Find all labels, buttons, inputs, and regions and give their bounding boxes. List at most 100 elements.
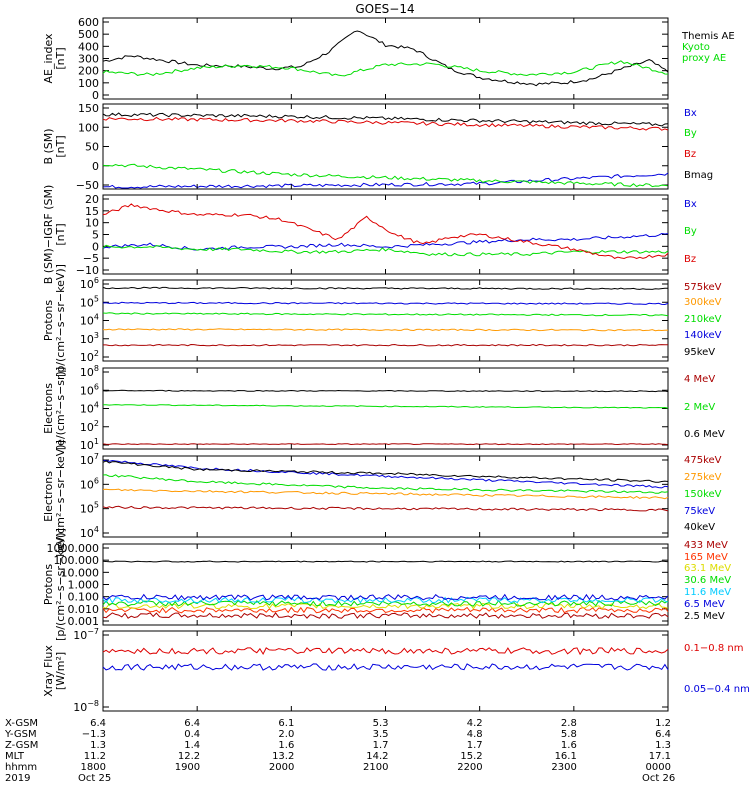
y-axis-label: [e/(cm²−s−sr)] <box>54 367 67 450</box>
panel-5: 108 106 104 102 101 Electrons [e/(cm²−s−sr)] 4 … <box>42 364 725 452</box>
y-axis-label: [nT] <box>54 47 67 69</box>
series-line <box>103 343 668 347</box>
panel-frame <box>102 630 669 712</box>
series-line <box>102 599 669 607</box>
y-tick-label: 100 <box>78 121 99 134</box>
ephemeris-row-label: MLT <box>5 751 25 762</box>
legend-label: Bmag <box>684 170 713 181</box>
y-tick-label: 107 <box>80 452 99 467</box>
legend-label: 40keV <box>684 522 715 533</box>
legend-label: Kyoto <box>682 42 710 53</box>
ephemeris-value: 3.5 <box>373 729 389 740</box>
y-tick-label: 150 <box>78 102 99 115</box>
plot-title: GOES−14 <box>355 2 414 16</box>
legend-label: 0.6 MeV <box>684 429 725 440</box>
legend-label: 6.5 MeV <box>684 599 725 610</box>
ephemeris-value: 2000 <box>269 762 294 773</box>
y-tick-label: 50 <box>85 141 99 154</box>
legend-label: Bx <box>684 199 697 210</box>
y-axis-label: [nT] <box>54 135 67 157</box>
y-tick-label: 101 <box>80 437 99 452</box>
series-line <box>102 602 669 610</box>
ephemeris-row-label: Y-GSM <box>4 729 37 740</box>
ephemeris-value: 2.0 <box>278 729 294 740</box>
ephemeris-value: 6.1 <box>278 718 294 729</box>
series-line <box>102 505 669 512</box>
y-axis-label: [p/(cm²−s−sr−keV)] <box>54 528 67 641</box>
series-line <box>102 593 669 601</box>
series-line <box>102 560 669 563</box>
ephemeris-value: 1.2 <box>655 718 671 729</box>
y-tick-label: 20 <box>85 193 99 206</box>
y-axis-label: [e/(cm²−s−sr−keV)] <box>54 440 67 553</box>
date-label: Oct 25 <box>78 773 111 784</box>
series-line <box>102 312 669 317</box>
legend-label: 210keV <box>684 314 722 325</box>
y-tick-label: 106 <box>80 382 99 397</box>
legend-label: 165 MeV <box>684 552 728 563</box>
legend-label: 140keV <box>684 330 722 341</box>
ephemeris-value: 0000 <box>646 762 671 773</box>
y-tick-label: 0 <box>92 89 99 102</box>
y-tick-label: −50 <box>76 179 99 192</box>
legend-label: 0.1−0.8 nm <box>684 643 743 654</box>
series-line <box>102 301 669 306</box>
y-tick-label: 0.100 <box>68 591 100 604</box>
ephemeris-value: 6.4 <box>90 718 106 729</box>
ephemeris-row-label: hhmm <box>5 762 37 773</box>
series-line <box>102 286 668 290</box>
legend-label: 433 MeV <box>684 540 728 551</box>
panel-frame <box>102 194 669 275</box>
y-tick-label: 5 <box>92 229 99 242</box>
ephemeris-value: 17.1 <box>649 751 671 762</box>
ephemeris-value: 15.2 <box>460 751 482 762</box>
y-tick-label: 500 <box>78 28 99 41</box>
ephemeris-value: 1.7 <box>373 740 389 751</box>
legend-label: By <box>684 226 697 237</box>
series-line <box>102 328 669 332</box>
legend-label: 300keV <box>684 297 722 308</box>
panel-7: 1000.000100.00010.0001.0000.1000.0100.00… <box>42 528 731 641</box>
ephemeris-value: 6.4 <box>655 729 671 740</box>
ephemeris-value: 5.8 <box>561 729 577 740</box>
ephemeris-value: 1.6 <box>278 740 294 751</box>
ephemeris-value: 2.8 <box>561 718 577 729</box>
y-tick-label: 10 <box>85 217 99 230</box>
legend-label: 0.05−0.4 nm <box>684 684 750 695</box>
y-tick-label: 1000.000 <box>47 542 100 555</box>
series-line <box>102 596 669 604</box>
y-tick-label: 10−8 <box>73 699 99 714</box>
legend-label: 4 MeV <box>684 374 715 385</box>
series-line <box>102 232 669 251</box>
panel-4: 106 105 104 103 102 Protons [p/(cm²−s−sr−keV)]… <box>42 264 722 377</box>
y-tick-label: 0 <box>92 240 99 253</box>
legend-label: 95keV <box>684 347 715 358</box>
y-tick-label: 0.010 <box>68 603 100 616</box>
y-axis-label: [W/m²] <box>54 652 67 690</box>
ephemeris-value: 4.2 <box>467 718 483 729</box>
y-tick-label: 15 <box>85 205 99 218</box>
y-axis-label: Protons <box>42 564 55 605</box>
series-line <box>102 244 669 257</box>
date-label: Oct 26 <box>642 773 675 784</box>
panel-frame <box>102 17 669 100</box>
y-tick-label: 104 <box>80 401 99 416</box>
y-axis-label: AE_index <box>42 33 55 84</box>
series-line <box>102 116 669 131</box>
y-axis-label: Protons <box>42 300 55 341</box>
y-tick-label: 0.001 <box>68 615 100 628</box>
y-tick-label: 103 <box>80 331 99 346</box>
y-axis-label: Xray Flux <box>42 645 55 697</box>
ephemeris-row-label: Z-GSM <box>5 740 38 751</box>
ephemeris-value: 2300 <box>551 762 576 773</box>
ephemeris-value: 1.3 <box>90 740 106 751</box>
y-tick-label: −5 <box>83 252 99 265</box>
panel-8: 10−7 10−8 Xray Flux [W/m²] 0.1−0.8 nm 0.05−0.… <box>42 627 750 714</box>
ephemeris-value: 14.2 <box>366 751 388 762</box>
ephemeris-value: 1.3 <box>655 740 671 751</box>
ephemeris-value: 5.3 <box>373 718 389 729</box>
legend-label: Bz <box>684 149 696 160</box>
